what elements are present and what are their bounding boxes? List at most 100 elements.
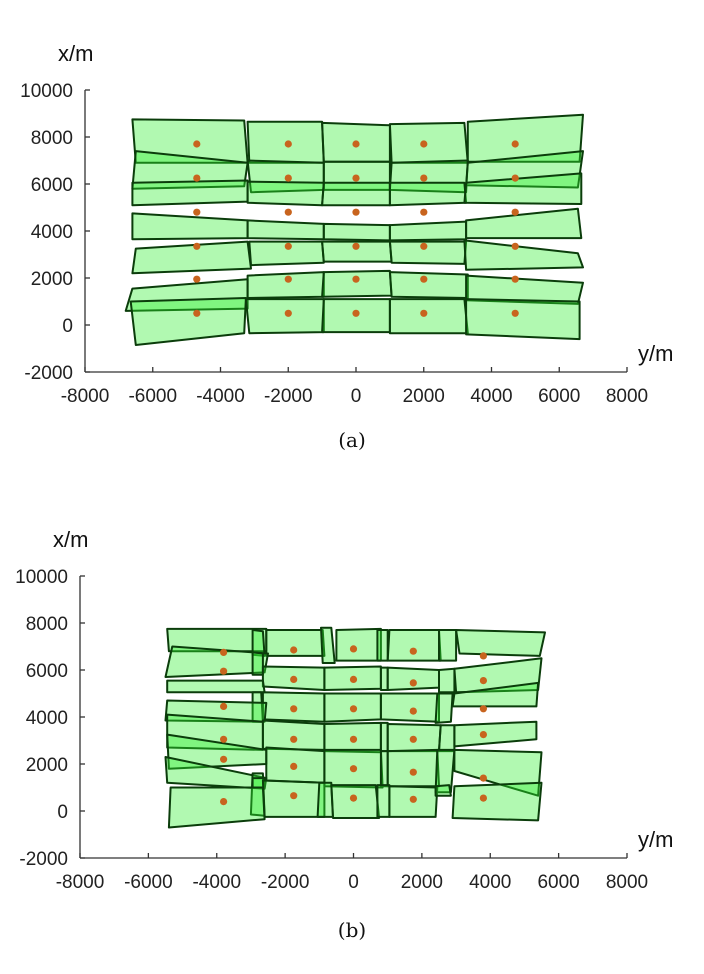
footprint-center-point: [284, 174, 292, 182]
footprint-center-point: [479, 677, 487, 685]
footprint-polygon: [335, 627, 382, 662]
footprint-center-point: [511, 140, 519, 148]
footprint-center-point: [511, 174, 519, 182]
footprint-center-point: [352, 174, 360, 182]
footprint-center-point: [349, 735, 358, 743]
footprint-center-point: [290, 675, 298, 684]
x-tick-label: -6000: [128, 386, 177, 407]
footprint-polygon: [330, 784, 381, 819]
footprint-polygon: [465, 274, 584, 305]
x-tick-label: 0: [351, 386, 362, 407]
x-tick-label: -2000: [261, 872, 310, 893]
footprint-polygon: [453, 720, 538, 748]
footprint-polygon: [466, 113, 584, 163]
y-tick-label: 8000: [31, 128, 73, 149]
x-tick-label: 0: [348, 872, 359, 893]
footprint-polygon: [265, 629, 326, 657]
x-tick-label: 8000: [606, 386, 648, 407]
footprint-polygon: [166, 679, 266, 694]
footprint-center-point: [352, 208, 360, 216]
footprint-center-point: [284, 275, 292, 283]
footprint-polygon: [388, 220, 468, 242]
x-tick-label: -8000: [56, 872, 105, 893]
footprint-polygon: [246, 180, 325, 207]
footprint-polygon: [251, 651, 264, 676]
footprint-center-point: [290, 792, 298, 800]
footprint-polygon: [131, 150, 249, 190]
footprint-center-point: [479, 794, 487, 802]
footprint-center-point: [420, 208, 428, 216]
y-tick-label: 2000: [31, 269, 73, 290]
y-tick-label: 4000: [31, 222, 73, 243]
y-tick-label: 0: [57, 802, 68, 823]
footprint-center-point: [290, 762, 298, 771]
footprint-center-point: [479, 652, 487, 660]
footprint-polygon: [379, 750, 389, 788]
footprint-center-point: [349, 794, 358, 802]
footprint-center-point: [290, 705, 298, 713]
footprint-center-point: [290, 646, 298, 654]
footprint-polygon: [261, 719, 326, 751]
footprint-center-point: [284, 242, 292, 250]
footprint-center-point: [284, 140, 292, 148]
footprint-center-point: [511, 275, 519, 283]
x-tick-label: 6000: [538, 386, 580, 407]
footprint-center-point: [193, 208, 201, 216]
footprint-polygon: [438, 629, 458, 662]
footprint-center-point: [220, 667, 228, 675]
footprint-center-point: [220, 648, 228, 657]
y-tick-label: 0: [62, 316, 73, 337]
footprint-center-point: [220, 735, 228, 743]
footprint-polygon: [463, 172, 583, 205]
y-axis-title: x/m: [53, 527, 88, 552]
footprint-center-point: [284, 309, 292, 317]
footprint-polygon: [251, 629, 266, 657]
footprint-center-point: [193, 275, 201, 283]
y-tick-label: -2000: [19, 849, 68, 870]
footprint-center-point: [220, 755, 228, 763]
footprint-center-point: [284, 208, 292, 216]
footprint-polygon: [434, 692, 454, 724]
footprint-center-point: [409, 647, 417, 655]
x-tick-label: -4000: [196, 386, 245, 407]
x-tick-label: 2000: [401, 872, 443, 893]
footprint-center-point: [420, 242, 428, 250]
x-tick-label: -6000: [124, 872, 173, 893]
footprint-polygon: [465, 207, 583, 240]
footprint-polygon: [388, 181, 468, 207]
footprint-center-point: [349, 765, 358, 773]
footprint-polygon: [164, 645, 269, 678]
footprint-polygon: [376, 629, 389, 662]
footprint-polygon: [388, 271, 469, 299]
footprint-center-point: [409, 768, 417, 776]
x-tick-label: -8000: [61, 386, 110, 407]
footprint-center-point: [479, 774, 487, 782]
footprint-polygon: [386, 748, 440, 788]
footprint-center-point: [349, 705, 358, 713]
x-tick-label: -2000: [264, 386, 313, 407]
footprint-polygon: [386, 629, 442, 662]
footprint-polygon: [320, 626, 336, 664]
y-tick-label: -2000: [24, 363, 73, 384]
footprint-center-point: [220, 798, 228, 806]
footprint-polygon: [465, 150, 584, 189]
footprint-center-point: [409, 735, 417, 743]
footprint-center-point: [479, 705, 487, 713]
y-tick-label: 10000: [20, 81, 73, 102]
x-tick-label: 4000: [470, 386, 512, 407]
footprint-polygon: [434, 784, 452, 797]
x-tick-label: 2000: [403, 386, 445, 407]
footprint-center-point: [352, 309, 360, 317]
x-tick-label: 8000: [606, 872, 648, 893]
footprint-polygon: [388, 240, 468, 265]
footprint-polygon: [379, 721, 389, 753]
footprint-polygon: [248, 240, 325, 267]
footprint-center-point: [349, 675, 358, 684]
footprint-polygon: [388, 298, 469, 335]
footprint-center-point: [511, 242, 519, 250]
footprint-center-point: [420, 174, 428, 182]
footprint-polygon: [322, 222, 391, 242]
y-tick-label: 4000: [26, 708, 68, 729]
footprint-center-point: [290, 735, 298, 743]
footprint-center-point: [193, 309, 201, 317]
